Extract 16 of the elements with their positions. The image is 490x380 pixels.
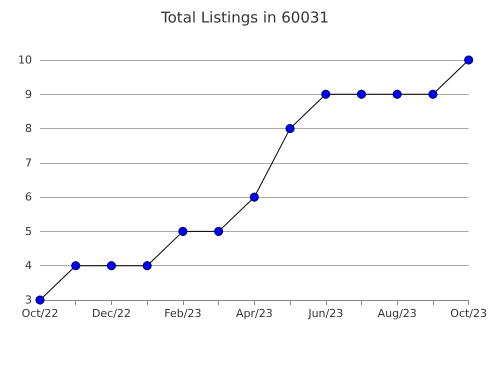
- y-tick-label: 8: [25, 122, 32, 136]
- y-tick-label: 5: [25, 224, 32, 238]
- x-tick-label: Feb/23: [164, 307, 202, 320]
- x-tick-label: Aug/23: [378, 307, 417, 320]
- x-tick-label: Oct/23: [450, 307, 488, 320]
- x-tick-label: Dec/22: [92, 307, 131, 320]
- x-tick-label: Oct/22: [22, 307, 58, 320]
- y-tick-label: 3: [25, 294, 32, 306]
- chart-title: Total Listings in 60031: [160, 8, 329, 26]
- x-tick-label: Jun/23: [307, 307, 344, 320]
- x-tick-label: Apr/23: [236, 307, 273, 320]
- y-tick-label: 10: [18, 54, 32, 66]
- y-tick-label: 6: [25, 190, 32, 204]
- y-tick-label: 9: [25, 88, 32, 101]
- y-tick-label: 4: [25, 259, 32, 272]
- y-tick-label: 7: [25, 156, 32, 170]
